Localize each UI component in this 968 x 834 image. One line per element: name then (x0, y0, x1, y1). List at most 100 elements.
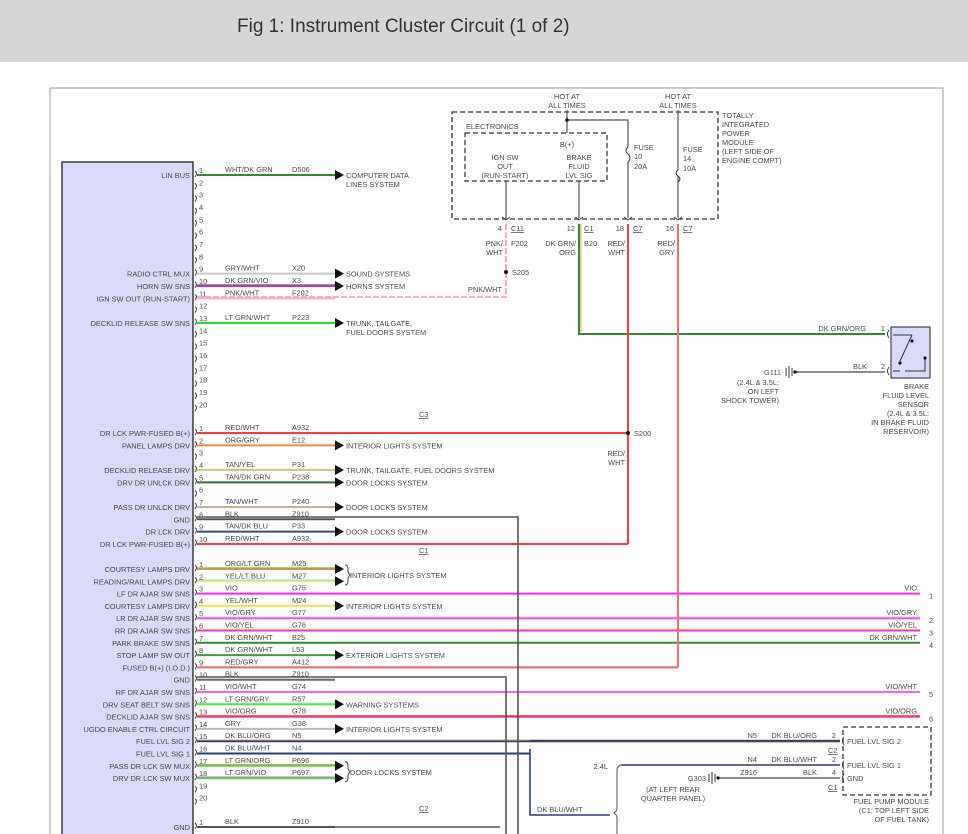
circuit-number: G77 (292, 608, 306, 617)
wire-color-label: RED/ (607, 239, 626, 248)
wire-color-label: WHT (486, 248, 503, 257)
wire-color-label: PNK/WHT (225, 288, 260, 297)
pin-number: 18 (199, 769, 207, 778)
connector-pin-icon (194, 564, 197, 572)
wire-color-label: GRY (659, 248, 675, 257)
arrow-icon (335, 699, 344, 710)
fuse-14-icon (675, 169, 681, 183)
fuel-pump-name: (C1: TOP LEFT SIDE (859, 806, 929, 815)
wire-color-label: RED/WHT (225, 534, 260, 543)
wire-color-label: DK GRN/WHT (869, 633, 917, 642)
pin-number: 3 (199, 191, 203, 200)
pin-row: 4 (194, 203, 203, 215)
connector-pin-icon (194, 798, 197, 805)
bplus-label: B(+) (560, 140, 574, 149)
circuit-number: G38 (292, 719, 306, 728)
wire-color-label: RED/WHT (225, 423, 260, 432)
connector-pin-icon (673, 216, 683, 221)
pin-number: 15 (199, 732, 207, 741)
pin-number: 19 (199, 781, 207, 790)
arrow-icon (335, 600, 344, 611)
electronics-box (464, 132, 608, 182)
pin-number: 2 (199, 572, 203, 581)
pin-number: 6 (199, 486, 203, 495)
bracket-icon (344, 564, 351, 586)
circuit-number: L53 (292, 645, 304, 654)
pin-function-label: RF DR AJAR SW SNS (116, 688, 190, 697)
wire-color-label: TAN/DK BLU (225, 522, 268, 531)
circuit-number: P238 (292, 472, 309, 481)
pin-function-label: HORN SW SNS (137, 282, 190, 291)
pin-number: 10 (199, 277, 207, 286)
circuit-number: F202 (292, 288, 309, 297)
ground-g303-label: G303 (688, 774, 706, 783)
wire-color-label: VIO/WHT (225, 682, 257, 691)
connector-pin-icon (194, 465, 197, 473)
fuel-pump-pin-row: N4 DK BLU/WHT 2 FUEL LVL SIG 1 (621, 755, 901, 770)
pin-number: 4 (199, 597, 203, 606)
ground-wires (197, 516, 519, 834)
pin-number: 9 (199, 658, 203, 667)
pin-row: 16 FUEL LVL SIG 1 DK BLU/WHT N4 (136, 744, 530, 759)
connector-label: C7 (633, 224, 642, 233)
circuit-number: G78 (292, 707, 306, 716)
arrow-icon (335, 650, 344, 661)
connector-pin-icon (194, 269, 197, 276)
wire-color-label: BLK (225, 817, 239, 826)
pin-number: 4 (929, 641, 933, 650)
circuit-number: P223 (292, 313, 309, 322)
connector-pin-icon (194, 773, 197, 781)
fuel-pump-pins: N5 DK BLU/ORG 2 FUEL LVL SIG 2 C2 N4 DK BLU/WH… (530, 731, 901, 792)
connector-pin-icon (194, 638, 197, 646)
wire-color-label: DK GRN/WHT (225, 633, 273, 642)
brake-fluid-label: FLUID (568, 162, 589, 171)
circuit-number: B25 (292, 633, 305, 642)
pin-number: 7 (199, 634, 203, 643)
wire-color-label: VIO/ORG (885, 707, 917, 716)
bracket-icon (344, 761, 351, 783)
pin-row: 9 FUSED B(+) (I.O.D.) RED/GRY A412 (122, 657, 678, 672)
ground-note-line: ON LEFT (748, 387, 780, 396)
pin-row: 9 RADIO CTRL MUX GRY/WHT X20 SOUND SYSTEMS (127, 264, 410, 279)
power-module-pin: 4 C11 PNK/WHT F202 (486, 216, 528, 257)
pin-number: 1 (881, 324, 885, 333)
ground-note: QUARTER PANEL) (641, 794, 705, 803)
electronics-label: ELECTRONICS (466, 122, 519, 131)
power-module-title-line: TOTALLY (722, 111, 754, 120)
connector-label: C11 (511, 224, 524, 233)
circuit-number: E12 (292, 435, 305, 444)
wire-color-label: BLK (225, 670, 239, 679)
pin-row: 14 (194, 326, 207, 338)
connector-label: C1 (584, 224, 593, 233)
destination-system-label: DOOR LOCKS SYSTEM (346, 528, 428, 537)
fuse-14-label: 10A (683, 164, 696, 173)
wire-color-label: WHT/DK GRN (225, 165, 273, 174)
circuit-number: A932 (292, 534, 309, 543)
pin-row: 8 (194, 252, 203, 264)
destination-system-label: COMPUTER DATA (346, 171, 409, 180)
circuit-number: P33 (292, 522, 305, 531)
power-module-pin: 12 C1 DK GRN/ORG B20 (545, 216, 597, 257)
circuit-number: P696 (292, 756, 309, 765)
pin-number: 13 (199, 314, 207, 323)
pin-function-label: COURTESY LAMPS DRV (105, 565, 190, 574)
circuit-number: A412 (292, 657, 309, 666)
pin-number: 1 (929, 592, 933, 601)
destination-system-label: WARNING SYSTEMS (346, 700, 419, 709)
wire-color-label: DK BLU/WHT (225, 744, 271, 753)
splice-s200 (626, 431, 630, 435)
power-module-box (451, 111, 719, 220)
destination-system-label: LINES SYSTEM (346, 180, 400, 189)
brake-fluid-label: BRAKE (566, 153, 591, 162)
brake-sensor-name-line: BRAKE (904, 382, 929, 391)
connector-pin-icon (574, 216, 584, 221)
arrow-icon (335, 773, 344, 784)
connector-pin-icon (194, 428, 197, 436)
brake-fluid-level-sensor: 1 2 DK GRN/ORG BLK G111 (2.4L & 3.5L:ON … (721, 324, 931, 436)
destination-system-label: TRUNK, TAILGATE, (346, 319, 412, 328)
pin-function-label: DECKLID AJAR SW SNS (106, 713, 190, 722)
pin-row: 18 (194, 376, 207, 387)
pin-number: 8 (199, 646, 203, 655)
